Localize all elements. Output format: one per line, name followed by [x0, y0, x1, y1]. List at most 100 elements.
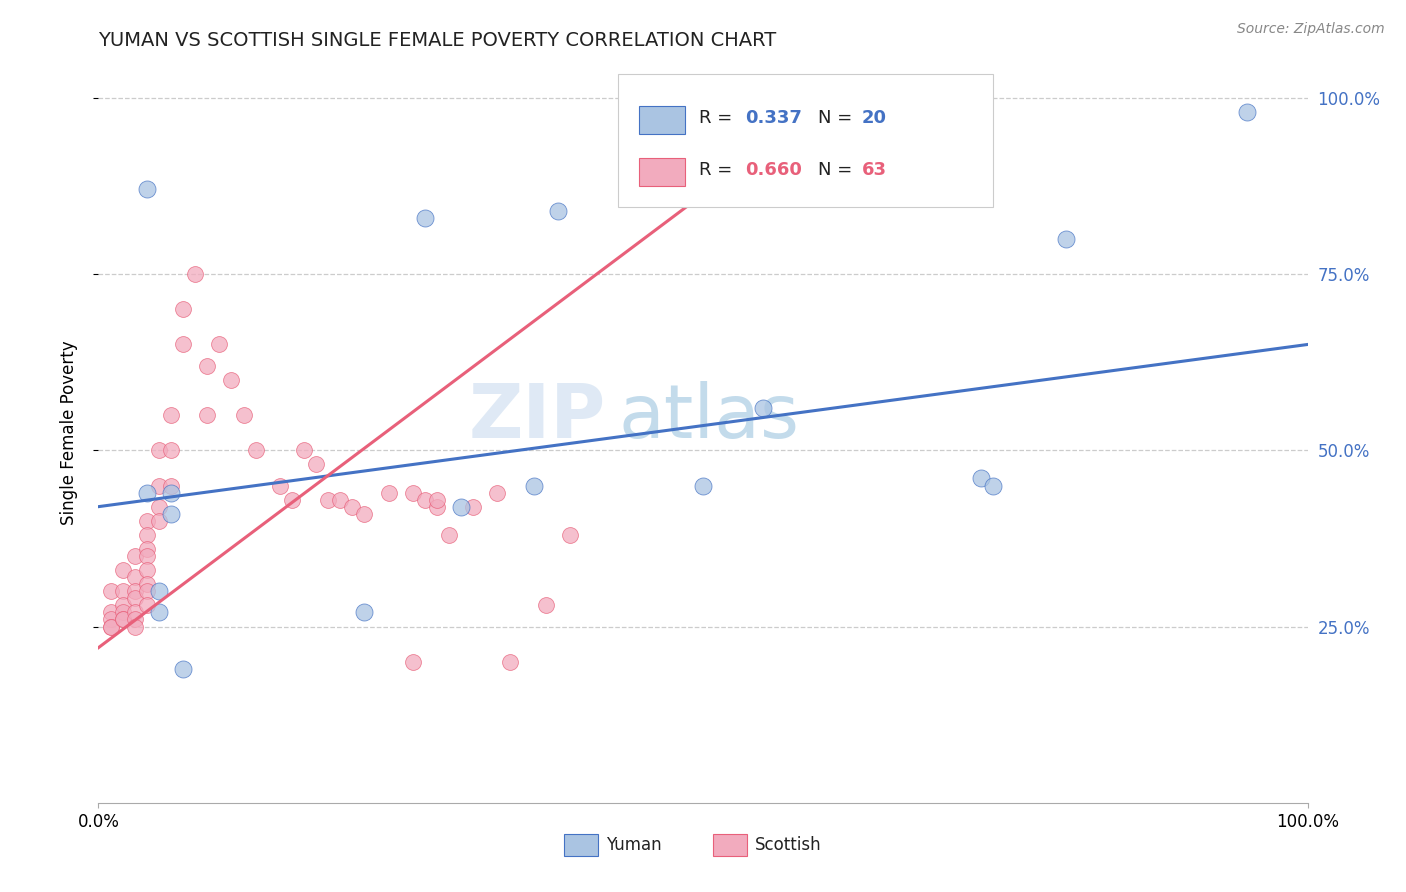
Text: Yuman: Yuman [606, 836, 662, 854]
Point [402, 485, 425, 500]
Point [135, 182, 157, 196]
Point [124, 570, 146, 584]
FancyBboxPatch shape [638, 106, 685, 135]
Point [135, 485, 157, 500]
Point [135, 514, 157, 528]
Point [148, 443, 170, 458]
Point [172, 662, 194, 676]
Text: Scottish: Scottish [755, 836, 821, 854]
Point [135, 549, 157, 563]
Point [111, 584, 134, 599]
Text: 0.660: 0.660 [745, 161, 803, 178]
Point [1236, 104, 1258, 119]
Point [195, 359, 218, 373]
Point [148, 606, 170, 620]
Text: ZIP: ZIP [470, 381, 606, 454]
Point [232, 408, 254, 422]
Point [413, 492, 436, 507]
Point [426, 500, 449, 514]
Point [160, 485, 183, 500]
Point [100, 584, 122, 599]
Point [160, 408, 183, 422]
Text: N =: N = [818, 161, 858, 178]
Point [498, 655, 520, 669]
Point [329, 492, 352, 507]
Point [692, 478, 714, 492]
Point [402, 655, 425, 669]
Point [100, 606, 122, 620]
Point [269, 478, 291, 492]
Point [195, 408, 218, 422]
Text: 63: 63 [862, 161, 886, 178]
FancyBboxPatch shape [713, 834, 747, 856]
Point [135, 563, 157, 577]
Point [160, 443, 183, 458]
Point [377, 485, 399, 500]
Point [148, 584, 170, 599]
Point [111, 563, 134, 577]
Point [208, 337, 231, 351]
Point [1054, 232, 1077, 246]
Point [172, 337, 194, 351]
Point [124, 549, 146, 563]
Point [124, 606, 146, 620]
Point [342, 500, 364, 514]
Point [148, 500, 170, 514]
Point [353, 606, 375, 620]
Point [463, 500, 485, 514]
Point [100, 619, 122, 633]
Point [523, 478, 546, 492]
Point [100, 619, 122, 633]
Point [486, 485, 509, 500]
Point [534, 599, 557, 613]
Point [135, 599, 157, 613]
Y-axis label: Single Female Poverty: Single Female Poverty [59, 341, 77, 524]
Point [305, 458, 328, 472]
Point [292, 443, 315, 458]
Point [281, 492, 304, 507]
Point [245, 443, 267, 458]
Point [437, 528, 460, 542]
Point [970, 471, 993, 485]
Point [111, 612, 134, 626]
Point [135, 584, 157, 599]
Point [981, 478, 1004, 492]
Point [100, 612, 122, 626]
Text: N =: N = [818, 109, 858, 127]
Point [316, 492, 339, 507]
Point [111, 606, 134, 620]
Point [148, 514, 170, 528]
Point [800, 104, 823, 119]
Point [124, 612, 146, 626]
Point [752, 401, 775, 415]
Point [160, 507, 183, 521]
FancyBboxPatch shape [638, 158, 685, 186]
Point [124, 619, 146, 633]
Point [221, 373, 243, 387]
FancyBboxPatch shape [564, 834, 598, 856]
Point [184, 267, 207, 281]
Point [172, 302, 194, 317]
Point [353, 507, 375, 521]
Point [135, 528, 157, 542]
Point [547, 203, 569, 218]
Point [148, 478, 170, 492]
Text: R =: R = [699, 109, 738, 127]
Point [111, 599, 134, 613]
Point [413, 211, 436, 225]
FancyBboxPatch shape [619, 73, 993, 207]
Text: R =: R = [699, 161, 738, 178]
Text: 0.337: 0.337 [745, 109, 803, 127]
Point [135, 577, 157, 591]
Text: Source: ZipAtlas.com: Source: ZipAtlas.com [1237, 22, 1385, 37]
Point [450, 500, 472, 514]
Text: atlas: atlas [619, 381, 800, 454]
Point [124, 584, 146, 599]
Point [426, 492, 449, 507]
Point [160, 478, 183, 492]
Point [111, 612, 134, 626]
Text: YUMAN VS SCOTTISH SINGLE FEMALE POVERTY CORRELATION CHART: YUMAN VS SCOTTISH SINGLE FEMALE POVERTY … [98, 30, 776, 50]
Text: 20: 20 [862, 109, 886, 127]
Point [124, 591, 146, 606]
Point [558, 528, 581, 542]
